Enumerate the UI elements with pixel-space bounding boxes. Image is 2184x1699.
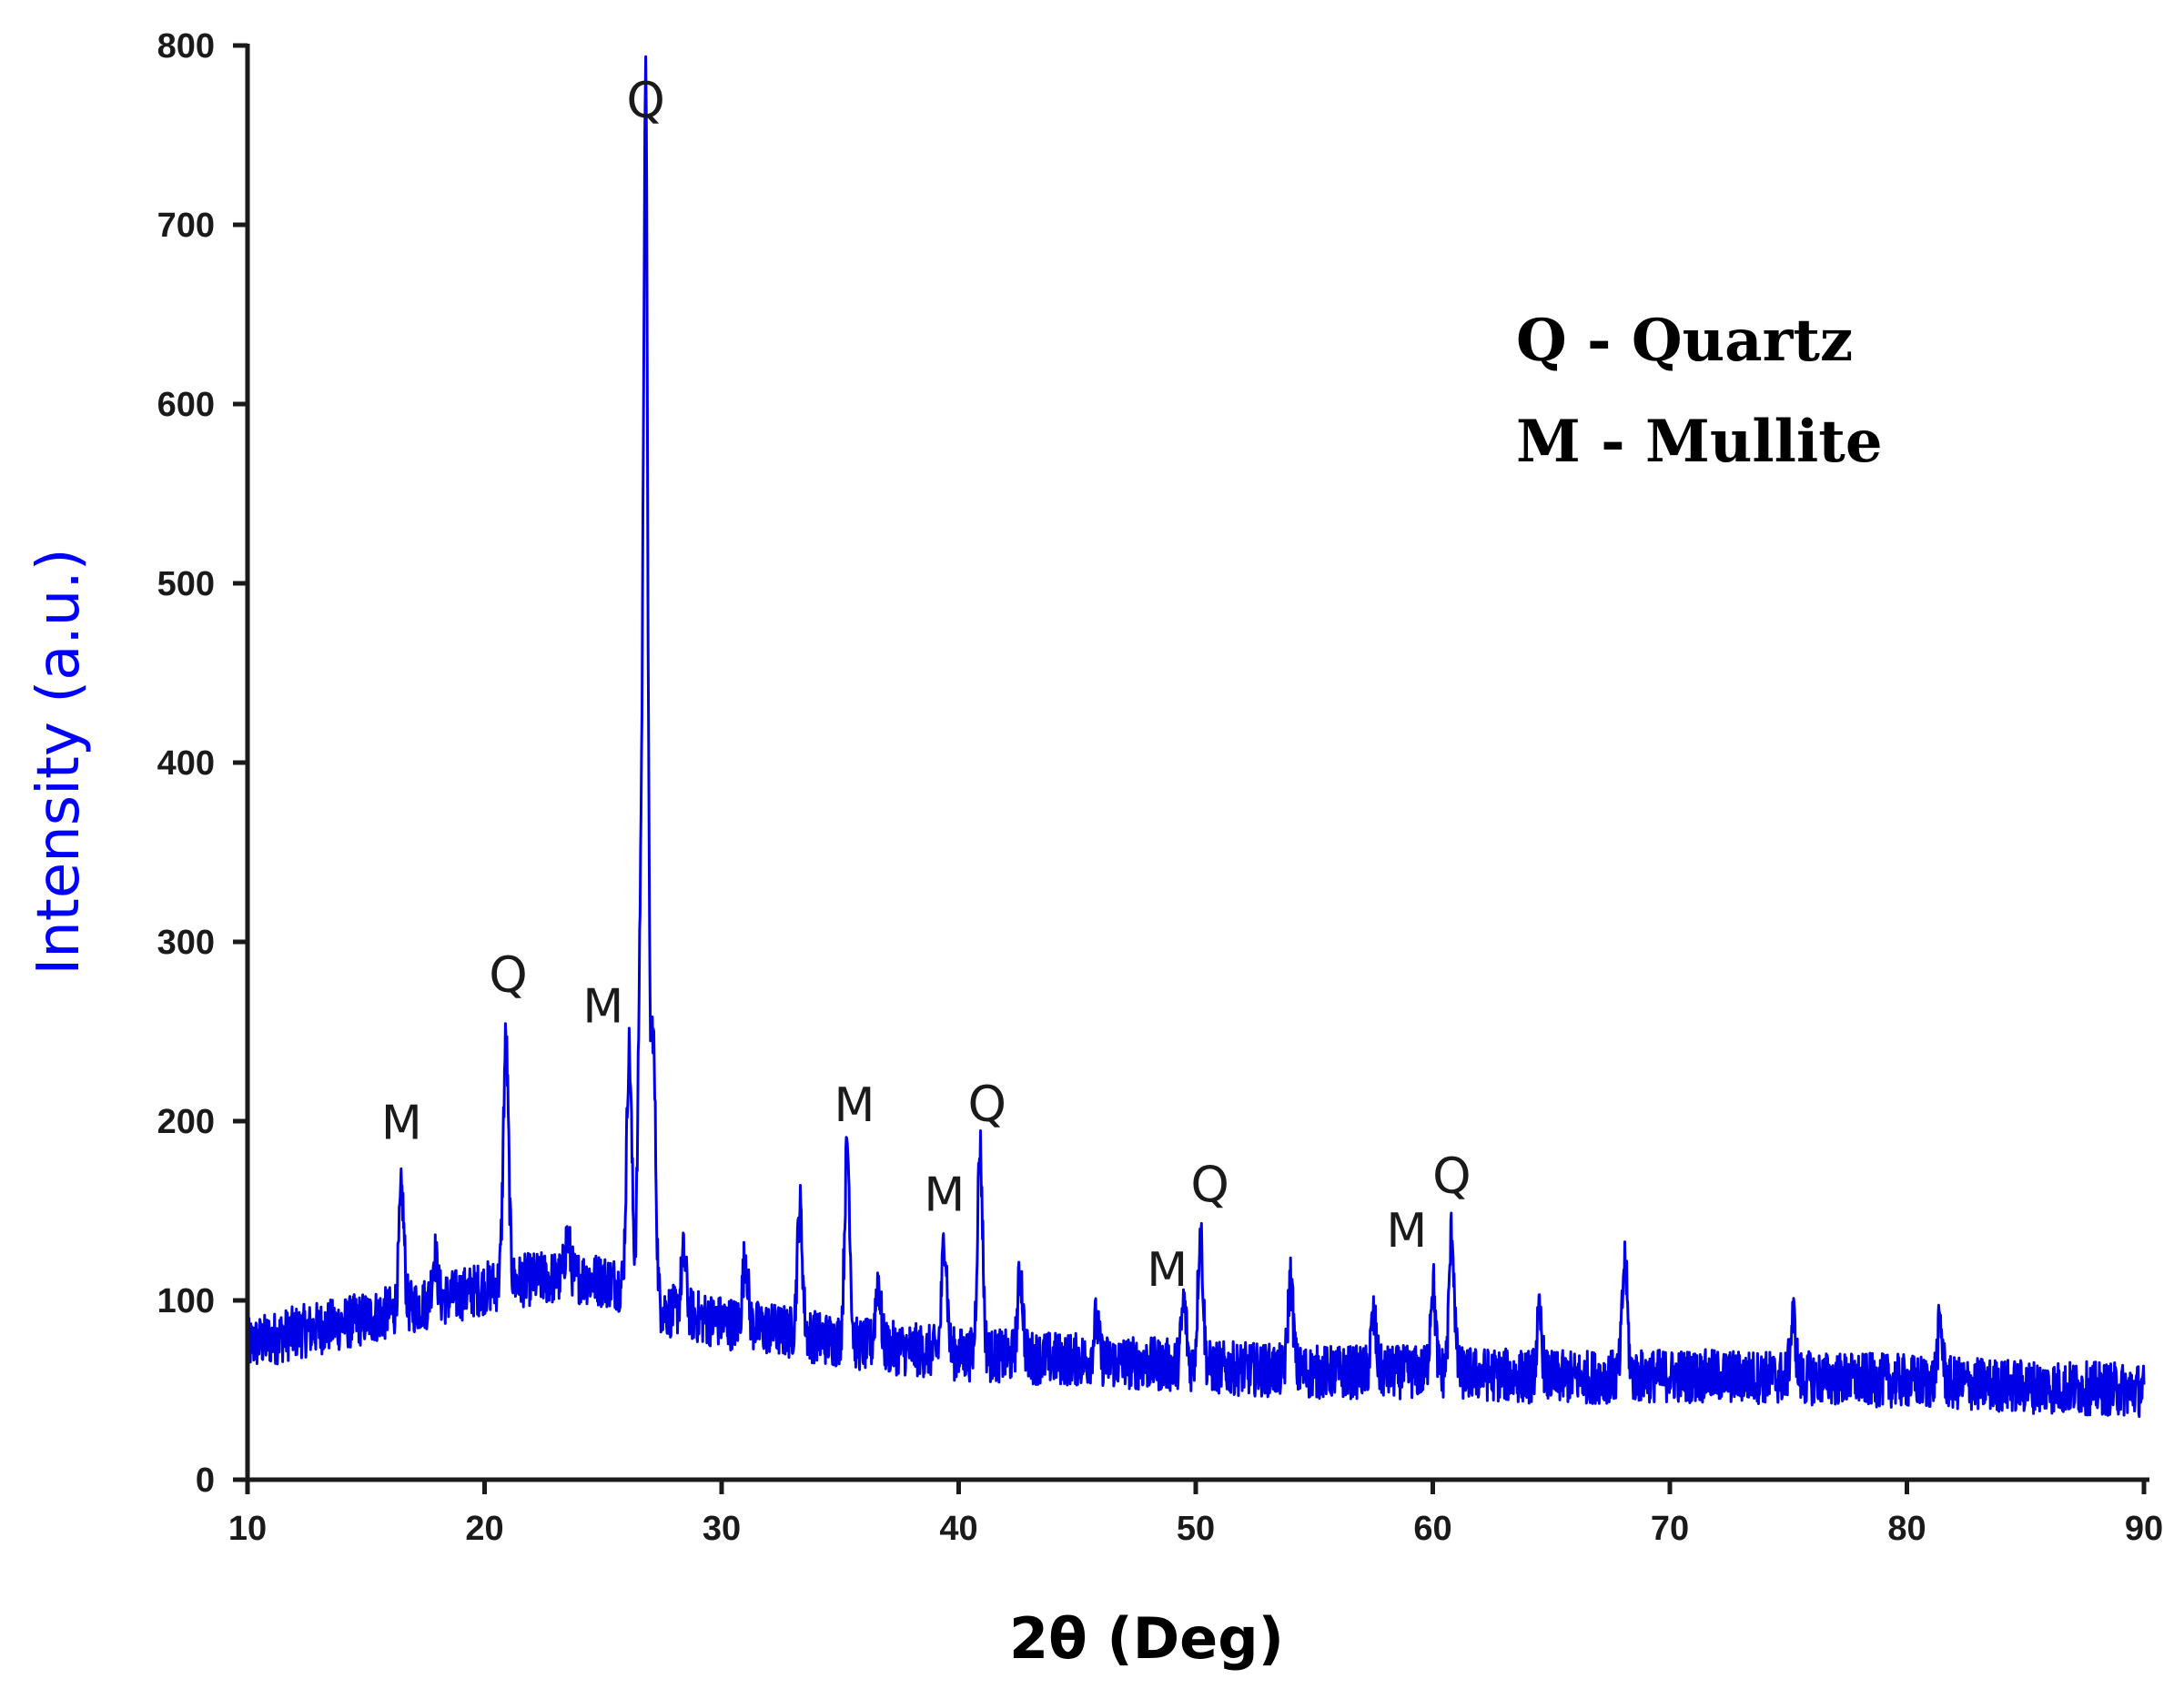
x-ticks: 10 20 30 40 50 60 70 80 90 — [228, 1480, 2163, 1548]
x-tick-label: 60 — [1413, 1510, 1451, 1548]
y-ticks: 0 100 200 300 400 500 600 700 800 — [157, 27, 248, 1500]
peak-label-quartz: Q — [489, 946, 528, 1004]
y-tick-label: 700 — [157, 207, 215, 245]
x-tick-label: 20 — [465, 1510, 503, 1548]
legend-entry-quartz: Q - Quartz — [1516, 307, 1853, 375]
y-tick-label: 100 — [157, 1282, 215, 1320]
peak-label-quartz: Q — [1190, 1157, 1229, 1214]
peak-label-mullite: M — [582, 980, 623, 1035]
peak-label-quartz: Q — [968, 1076, 1007, 1133]
x-tick-label: 30 — [703, 1510, 741, 1548]
y-tick-label: 500 — [157, 565, 215, 603]
peak-label-quartz: Q — [1432, 1148, 1471, 1205]
x-tick-label: 90 — [2125, 1510, 2163, 1548]
y-tick-label: 200 — [157, 1103, 215, 1141]
y-tick-label: 300 — [157, 924, 215, 962]
x-tick-label: 80 — [1887, 1510, 1926, 1548]
series-line — [246, 55, 2146, 1419]
peak-label-mullite: M — [834, 1078, 875, 1133]
x-tick-label: 70 — [1651, 1510, 1689, 1548]
x-tick-label: 50 — [1177, 1510, 1215, 1548]
x-axis-title: 2θ (Deg) — [1009, 1605, 1284, 1672]
peak-label-mullite: M — [1386, 1204, 1427, 1259]
y-tick-label: 0 — [196, 1461, 215, 1500]
y-axis-title: Intensity (a.u.) — [25, 548, 93, 975]
x-tick-label: 10 — [228, 1510, 267, 1548]
peak-label-mullite: M — [924, 1168, 965, 1223]
peak-label-mullite: M — [381, 1097, 422, 1151]
peak-label-quartz: Q — [626, 72, 665, 129]
y-tick-label: 400 — [157, 744, 215, 783]
legend: Q - Quartz M - Mullite — [1516, 307, 1883, 476]
x-tick-label: 40 — [939, 1510, 977, 1548]
peak-label-mullite: M — [1147, 1243, 1188, 1298]
legend-entry-mullite: M - Mullite — [1516, 408, 1883, 476]
y-tick-label: 800 — [157, 27, 215, 66]
y-tick-label: 600 — [157, 386, 215, 424]
